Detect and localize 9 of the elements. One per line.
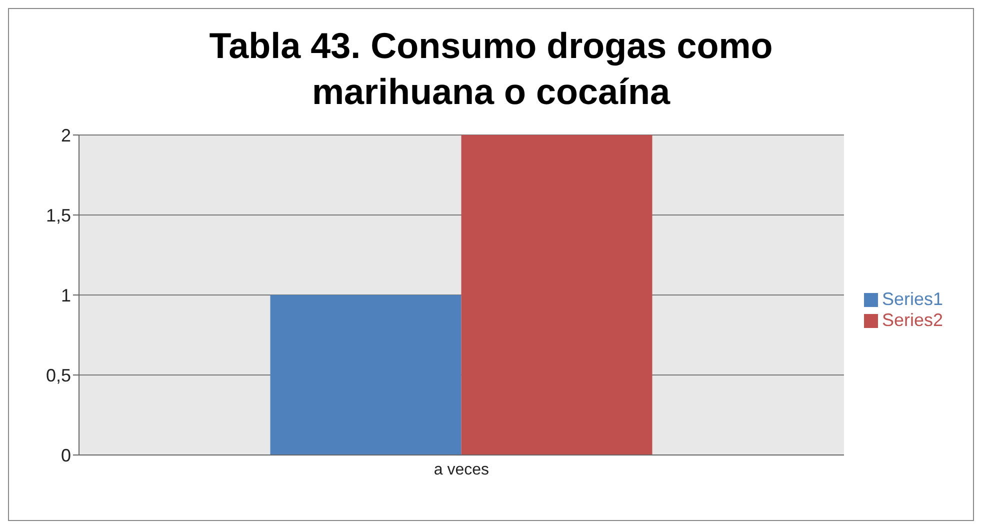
x-tick-label: a veces	[434, 461, 490, 478]
y-tick-label: 2	[60, 125, 71, 146]
legend-label: Series2	[882, 310, 943, 330]
legend-label: Series1	[882, 289, 943, 309]
y-tick-label: 0	[60, 445, 71, 466]
y-tick-label: 1	[60, 285, 71, 306]
y-tick-label: 1,5	[46, 205, 71, 226]
y-tick-label: 0,5	[46, 365, 71, 386]
chart-title: Tabla 43. Consumo drogas como marihuana o cocaína	[208, 24, 774, 114]
